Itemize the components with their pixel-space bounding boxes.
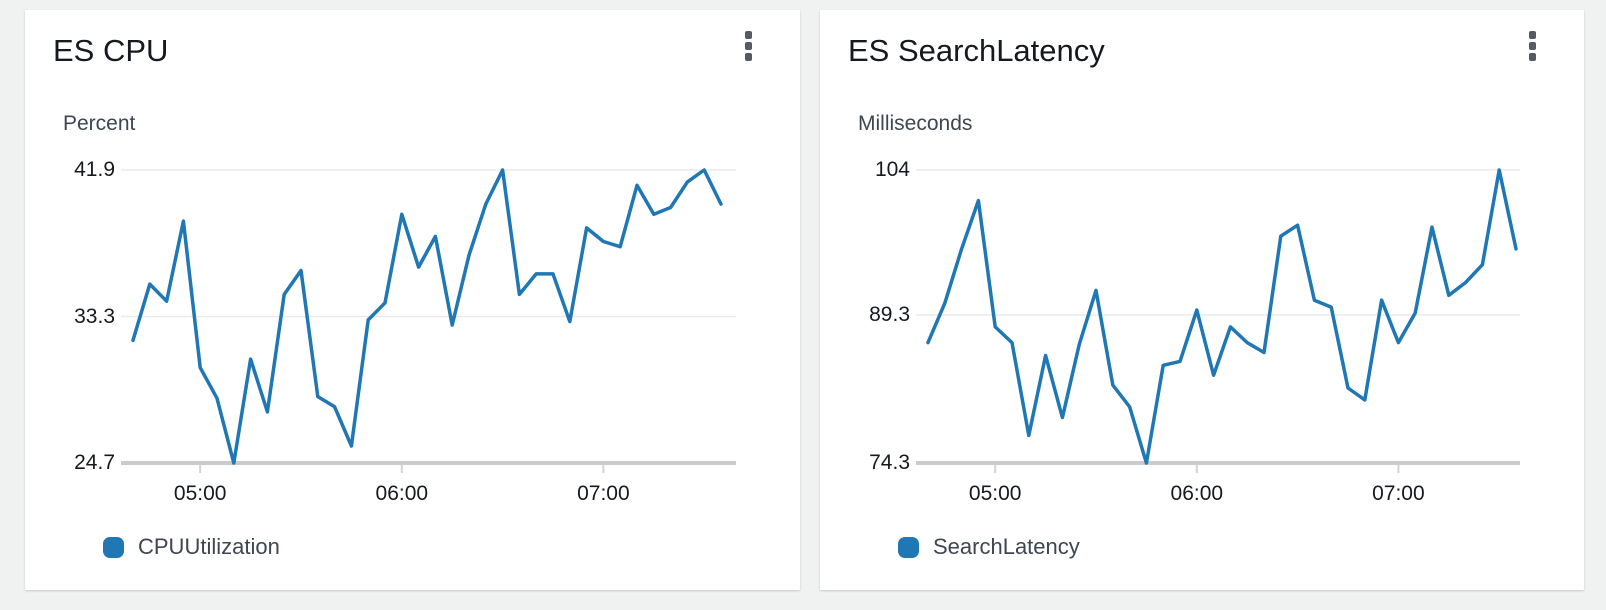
x-tick-label: 07:00 (1372, 482, 1425, 505)
vertical-ellipsis-icon (1528, 31, 1536, 39)
chart-title: ES CPU (53, 33, 169, 68)
legend-label: CPUUtilization (138, 534, 280, 559)
x-tick-label: 06:00 (1170, 482, 1224, 505)
y-tick-label: 41.9 (74, 158, 115, 181)
x-tick-label: 07:00 (577, 482, 630, 505)
vertical-ellipsis-icon (1528, 53, 1536, 61)
vertical-ellipsis-icon (744, 53, 752, 61)
chart-plot[interactable] (25, 10, 800, 590)
chart-title: ES SearchLatency (848, 33, 1105, 68)
series-line (926, 168, 1518, 465)
x-tick-label: 05:00 (968, 482, 1022, 505)
vertical-ellipsis-icon (744, 42, 752, 50)
chart-card-es-searchlatency: ES SearchLatency Milliseconds SearchLate… (820, 10, 1584, 590)
y-axis-unit-label: Percent (63, 112, 136, 135)
x-axis-line (121, 461, 736, 465)
y-axis-unit-label: Milliseconds (858, 112, 973, 135)
y-tick-label: 104 (874, 158, 910, 181)
chart-card-es-cpu: ES CPU Percent CPUUtilization 05:00 06:00… (25, 10, 800, 590)
y-tick-label: 74.3 (869, 451, 910, 474)
y-tick-label: 89.3 (869, 303, 910, 327)
chart-plot[interactable] (820, 10, 1584, 590)
legend-item[interactable]: CPUUtilization (103, 534, 280, 560)
vertical-ellipsis-icon (744, 31, 752, 39)
vertical-ellipsis-icon (1528, 42, 1536, 50)
legend-item[interactable]: SearchLatency (898, 534, 1080, 560)
legend-swatch (103, 536, 124, 558)
y-tick-label: 24.7 (74, 451, 115, 474)
series-line (131, 168, 723, 465)
x-tick-label: 06:00 (375, 482, 429, 505)
widget-menu-button[interactable] (734, 28, 762, 64)
legend-swatch (898, 536, 919, 558)
x-tick-label: 05:00 (173, 482, 227, 505)
widget-menu-button[interactable] (1518, 28, 1546, 64)
x-axis-line (916, 461, 1520, 465)
y-tick-label: 33.3 (74, 304, 115, 328)
legend-label: SearchLatency (933, 534, 1080, 559)
